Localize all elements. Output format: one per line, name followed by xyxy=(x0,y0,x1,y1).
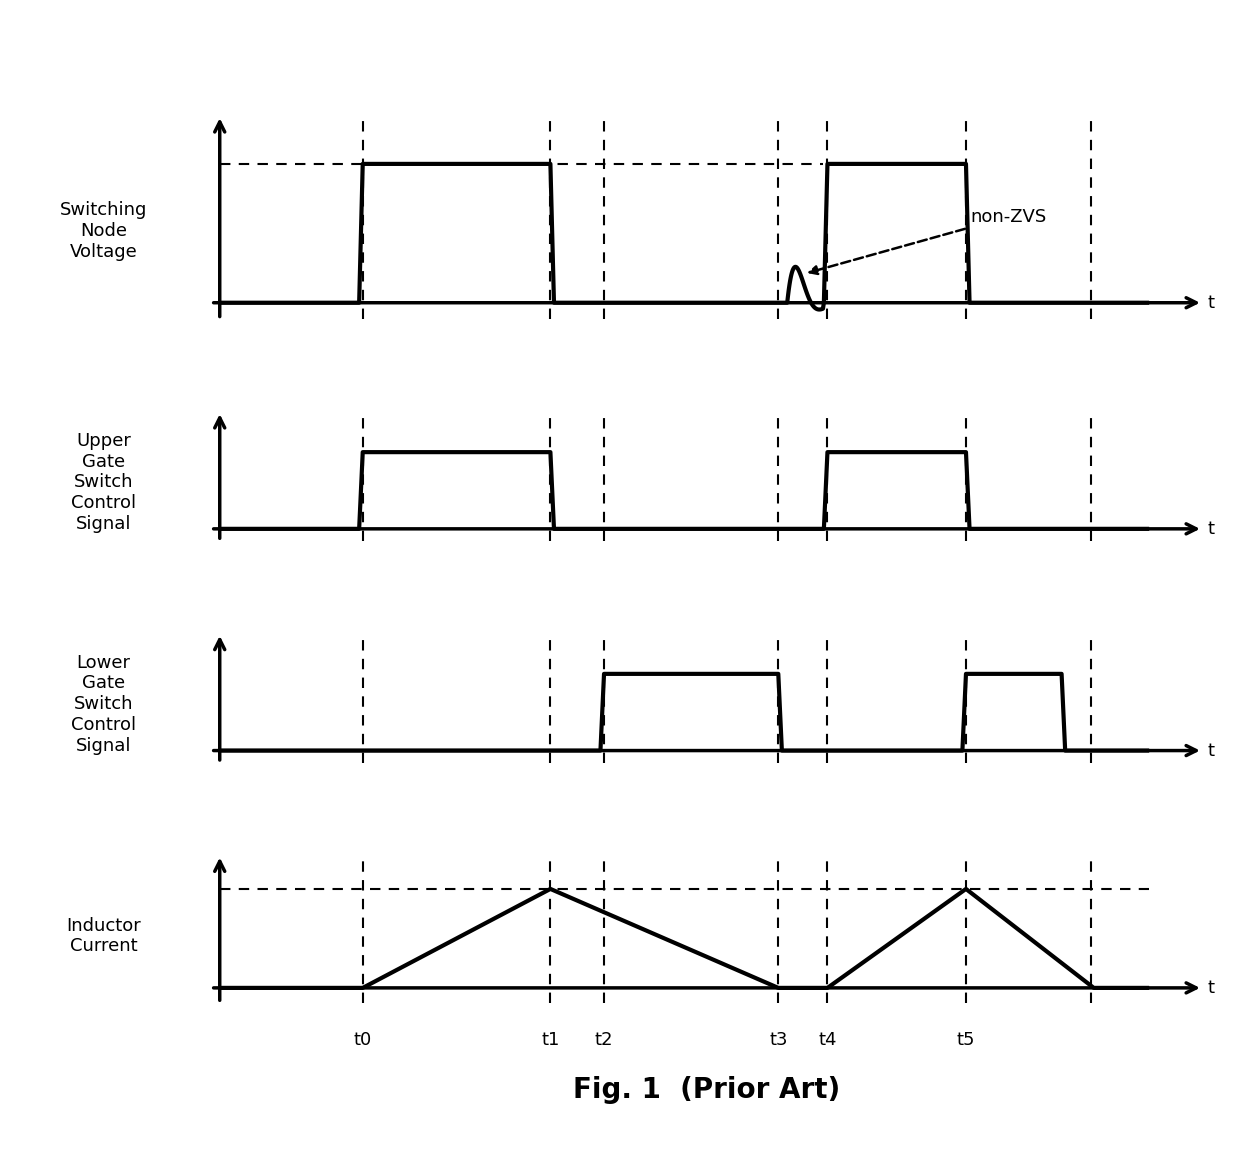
Text: t4: t4 xyxy=(818,1031,837,1049)
Text: t: t xyxy=(1208,294,1214,311)
Text: Switching
Node
Voltage: Switching Node Voltage xyxy=(60,202,148,261)
Text: t2: t2 xyxy=(595,1031,614,1049)
Text: Fig. 1  (Prior Art): Fig. 1 (Prior Art) xyxy=(573,1076,841,1103)
Text: t1: t1 xyxy=(541,1031,559,1049)
Text: non-ZVS: non-ZVS xyxy=(810,208,1047,274)
Text: t: t xyxy=(1208,979,1214,997)
Text: t: t xyxy=(1208,520,1214,537)
Text: Lower
Gate
Switch
Control
Signal: Lower Gate Switch Control Signal xyxy=(71,654,136,755)
Text: Inductor
Current: Inductor Current xyxy=(66,917,141,956)
Text: t3: t3 xyxy=(769,1031,787,1049)
Text: t: t xyxy=(1208,741,1214,760)
Text: t0: t0 xyxy=(353,1031,372,1049)
Text: Upper
Gate
Switch
Control
Signal: Upper Gate Switch Control Signal xyxy=(71,432,136,533)
Text: t5: t5 xyxy=(957,1031,975,1049)
